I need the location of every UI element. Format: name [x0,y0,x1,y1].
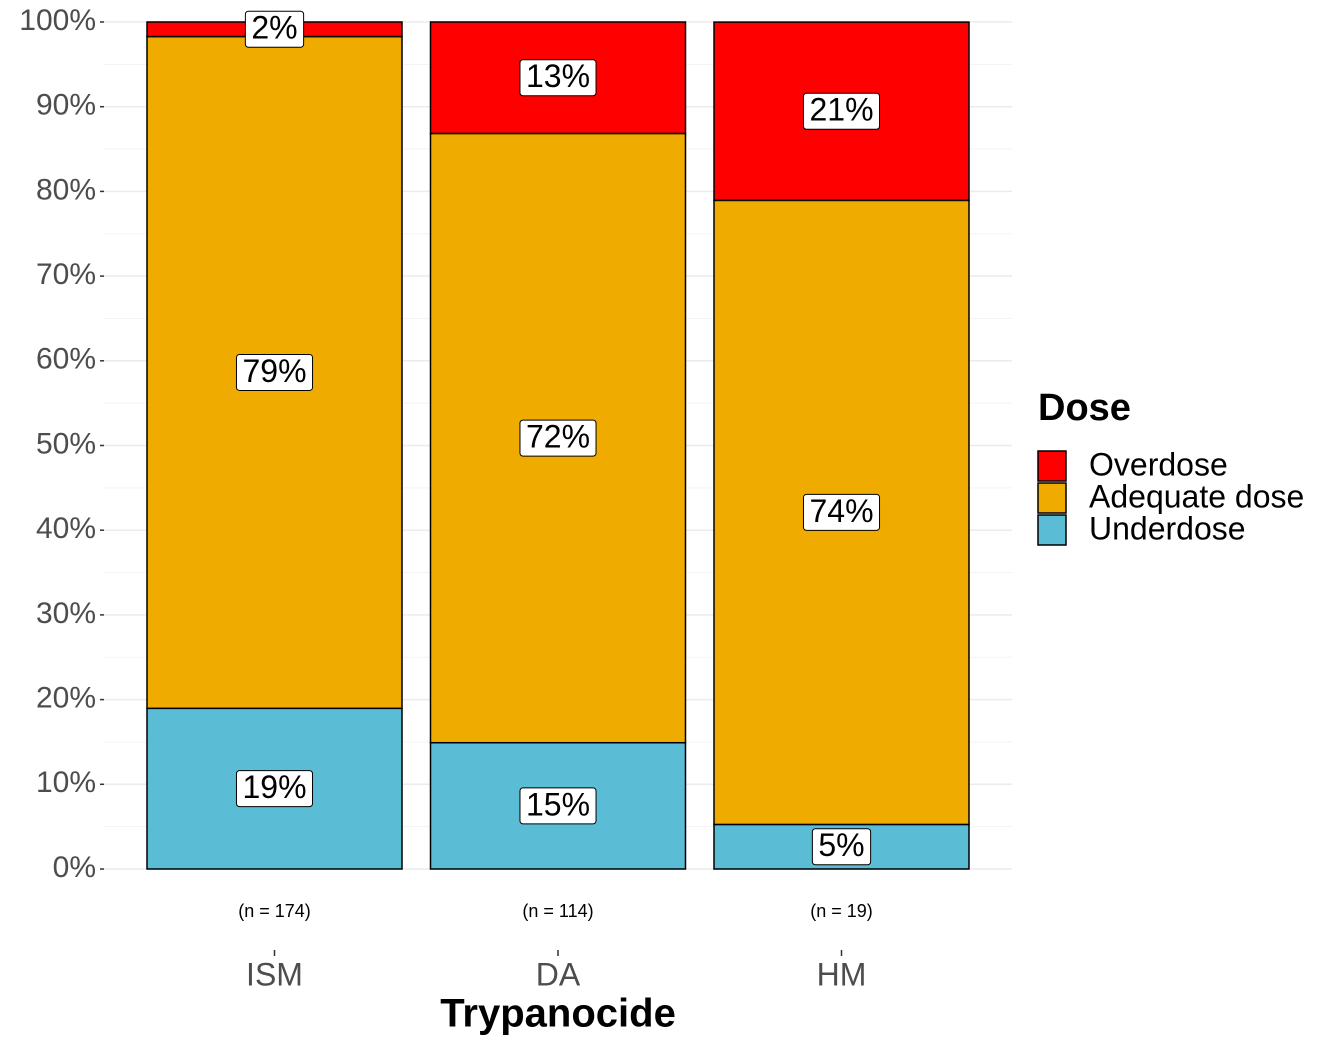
y-tick-label: 0% [53,851,96,884]
y-tick-label: 30% [36,597,96,630]
data-label: 21% [809,92,873,128]
y-tick-label: 40% [36,512,96,545]
y-tick-label: 100% [19,4,96,37]
x-tick-label: DA [536,956,581,992]
data-label: 72% [526,419,590,455]
data-label-box [519,419,597,457]
legend-key [1037,514,1067,546]
y-tick-label: 70% [36,258,96,291]
data-label-box [811,828,872,866]
data-label: 19% [242,769,306,805]
data-label: 74% [809,493,873,529]
legend-label: Overdose [1089,446,1228,482]
x-tick-sublabel: (n = 174) [238,901,311,921]
data-label: 13% [526,58,590,94]
data-label: 2% [251,10,297,46]
data-label: 79% [242,353,306,389]
data-label: 5% [818,827,864,863]
y-tick-label: 80% [36,173,96,206]
data-label-box [802,92,881,130]
x-tick-sublabel: (n = 19) [810,901,873,921]
legend-key [1037,450,1067,482]
data-label-box [244,10,305,48]
legend-label: Adequate dose [1089,478,1304,514]
y-tick-label: 50% [36,427,96,460]
x-axis-title: Trypanocide [440,992,676,1036]
x-tick-label: ISM [246,956,303,992]
data-label-box [235,770,314,808]
y-tick-label: 10% [36,766,96,799]
legend-title: Dose [1038,387,1131,429]
y-tick-label: 60% [36,343,96,376]
x-tick-label: HM [817,956,867,992]
data-label-box [519,787,597,825]
data-label-box [519,59,597,97]
x-tick-sublabel: (n = 114) [522,901,593,921]
legend-key [1037,482,1067,514]
legend-label: Underdose [1089,510,1246,546]
data-label-box [235,353,314,391]
data-label: 15% [526,786,590,822]
y-tick-label: 20% [36,682,96,715]
data-label-box [802,493,881,531]
y-tick-label: 90% [36,89,96,122]
